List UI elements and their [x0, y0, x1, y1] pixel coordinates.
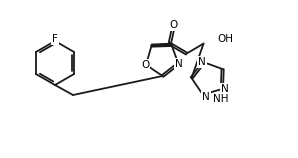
- Text: N: N: [202, 92, 209, 102]
- Text: NH: NH: [213, 94, 228, 104]
- Text: O: O: [169, 20, 177, 30]
- Text: N: N: [176, 59, 183, 69]
- Text: OH: OH: [218, 34, 234, 44]
- Text: O: O: [141, 60, 149, 70]
- Text: N: N: [221, 84, 229, 94]
- Text: N: N: [198, 57, 206, 67]
- Text: F: F: [52, 34, 58, 44]
